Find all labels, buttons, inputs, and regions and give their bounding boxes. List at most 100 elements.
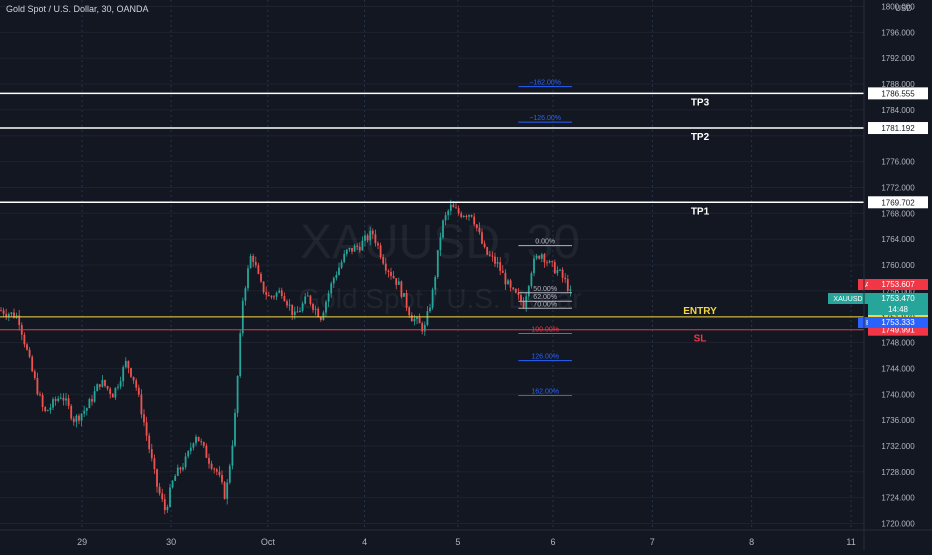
time-tick-label: 30: [166, 537, 176, 547]
candle-body: [267, 294, 270, 297]
candle-body: [540, 254, 543, 259]
candle-body: [387, 270, 390, 272]
price-tick-label: 1728.000: [881, 468, 915, 477]
fib-level-label: 62.00%: [533, 294, 557, 301]
candle-body: [569, 289, 572, 291]
candle-body: [2, 310, 5, 314]
candle-body: [117, 386, 119, 388]
candle-body: [208, 457, 210, 464]
candle-body: [548, 261, 551, 263]
candle-body: [26, 344, 28, 350]
candle-body: [85, 408, 88, 411]
ask-price-box: [868, 279, 928, 291]
candle-body: [197, 436, 200, 442]
candle-body: [156, 469, 158, 487]
candle-body: [52, 399, 54, 408]
candle-body: [395, 278, 398, 285]
candle-body: [278, 290, 281, 293]
candle-body: [161, 493, 164, 500]
candle-body: [371, 230, 374, 235]
candle-body: [413, 319, 416, 322]
candle-body: [70, 405, 73, 419]
candle-body: [494, 256, 496, 264]
candle-body: [174, 475, 177, 481]
price-tick-label: 1756.000: [881, 287, 915, 296]
candle-body: [169, 487, 171, 507]
time-tick-label: 29: [77, 537, 87, 547]
price-tick-label: 1724.000: [881, 494, 915, 503]
candle-body: [28, 349, 31, 357]
candle-body: [39, 394, 41, 396]
candle-body: [59, 397, 62, 399]
price-label-bg: [868, 87, 928, 100]
candle-body: [179, 467, 182, 470]
candle-body: [332, 277, 335, 284]
candle-body: [304, 296, 307, 304]
candle-body: [361, 240, 364, 251]
price-tick-label: 1744.000: [881, 364, 915, 373]
candle-body: [65, 398, 67, 401]
candle-body: [434, 276, 437, 290]
candle-body: [247, 268, 249, 289]
candle-body: [561, 269, 564, 278]
candle-body: [379, 245, 382, 258]
level-text-sl: SL: [694, 334, 707, 345]
candle-body: [148, 435, 151, 450]
candle-body: [514, 288, 517, 293]
candle-body: [210, 463, 213, 469]
candle-body: [296, 311, 299, 313]
candle-body: [538, 255, 541, 259]
candle-body: [62, 397, 65, 401]
last-price-box: [868, 293, 928, 316]
candle-body: [410, 315, 413, 322]
candle-body: [72, 418, 75, 422]
candle-body: [468, 214, 470, 217]
candle-body: [41, 395, 44, 408]
candle-body: [452, 204, 455, 208]
candle-body: [13, 312, 15, 318]
fib-level-label: −162.00%: [529, 80, 561, 87]
candle-body: [195, 436, 197, 444]
ask-price: 1753.607: [881, 280, 915, 289]
candle-body: [403, 293, 405, 297]
last-price: 1753.470: [881, 294, 915, 303]
candle-body: [189, 447, 192, 452]
candle-body: [96, 384, 99, 392]
price-tick-label: 1720.000: [881, 520, 915, 529]
candle-body: [483, 243, 486, 248]
candle-body: [423, 324, 426, 332]
candle-body: [280, 290, 283, 297]
level-text-entry: ENTRY: [683, 306, 717, 317]
candle-body: [140, 394, 143, 415]
price-tick-label: 1748.000: [881, 339, 915, 348]
candle-body: [504, 272, 507, 285]
candle-body: [416, 317, 418, 320]
candle-body: [501, 270, 504, 273]
candle-body: [78, 415, 80, 421]
candle-body: [200, 441, 203, 443]
price-label-bg: [868, 196, 928, 209]
time-tick-label: 7: [650, 537, 655, 547]
candle-body: [431, 289, 434, 308]
candle-body: [31, 356, 34, 372]
time-tick-label: 11: [846, 537, 855, 547]
candle-body: [288, 304, 291, 306]
candle-body: [330, 283, 333, 294]
candle-body: [166, 506, 169, 511]
candle-body: [421, 323, 424, 332]
candle-body: [83, 410, 86, 414]
candle-body: [171, 480, 174, 488]
candle-body: [122, 367, 125, 382]
price-label-sl: 1749.991: [881, 326, 915, 335]
candle-body: [457, 208, 460, 214]
fib-level-label: 0.00%: [535, 239, 555, 246]
candle-body: [111, 393, 114, 398]
candle-body: [478, 227, 481, 233]
candle-body: [522, 301, 525, 308]
candle-body: [366, 235, 369, 241]
price-tick-label: 1796.000: [881, 28, 915, 37]
candle-body: [564, 277, 567, 280]
candle-body: [5, 313, 8, 317]
